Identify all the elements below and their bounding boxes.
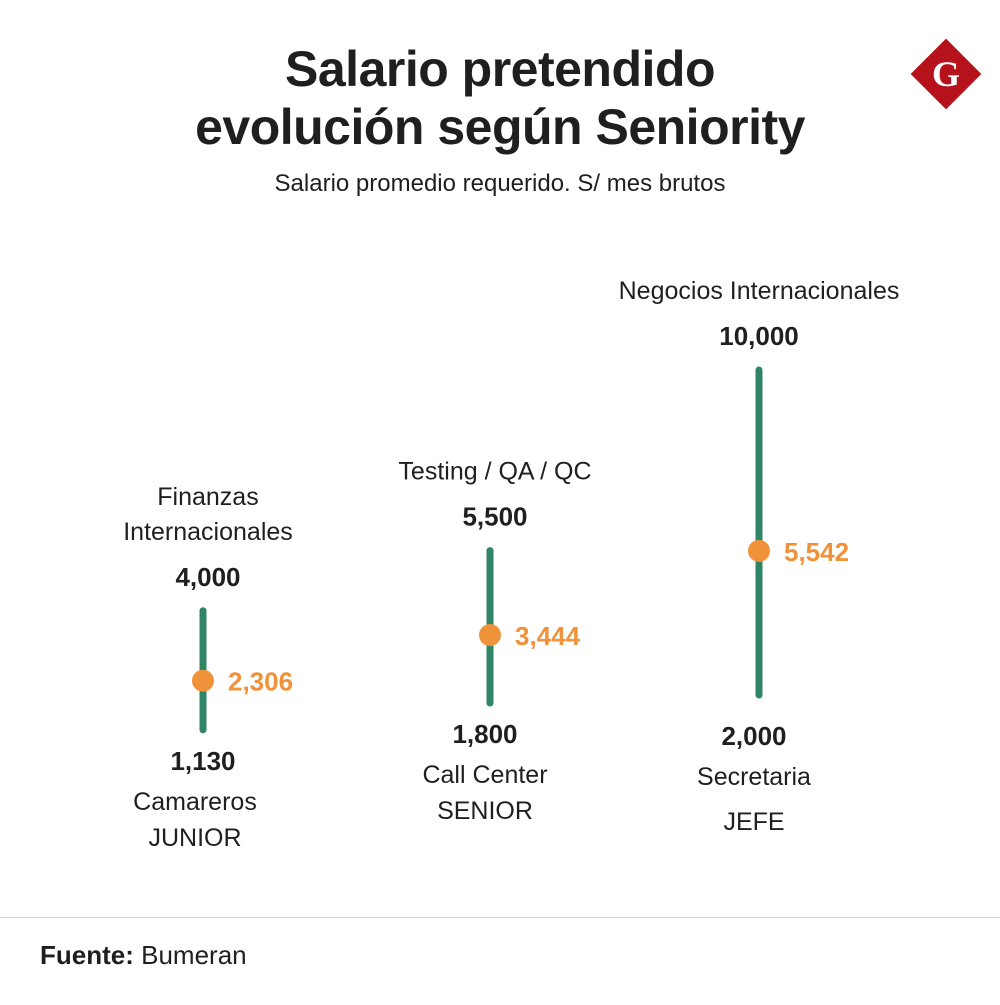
source-label: Fuente: (40, 940, 134, 970)
max-job-label: Testing / QA / QC (398, 458, 591, 486)
average-point-jefe (748, 540, 770, 562)
average-label: 5,542 (784, 537, 849, 567)
average-label: 2,306 (228, 667, 293, 697)
max-value-label: 4,000 (175, 562, 240, 592)
min-job-label: Camareros (133, 788, 257, 816)
average-label: 3,444 (515, 621, 581, 651)
source-value: Bumeran (141, 940, 247, 970)
max-job-label: Finanzas (157, 483, 258, 511)
min-job-label: Call Center (422, 761, 547, 789)
level-label: SENIOR (437, 797, 533, 825)
min-job-label: Secretaria (697, 763, 811, 791)
level-label: JUNIOR (148, 824, 241, 852)
min-value-label: 2,000 (721, 721, 786, 751)
max-job-label: Negocios Internacionales (619, 277, 900, 305)
max-value-label: 5,500 (462, 502, 527, 532)
max-value-label: 10,000 (719, 321, 799, 351)
max-job-label: Internacionales (123, 518, 293, 546)
level-label: JEFE (723, 808, 784, 836)
min-value-label: 1,800 (452, 719, 517, 749)
footer-divider (0, 917, 1000, 918)
source-note: Fuente: Bumeran (40, 940, 247, 971)
range-chart: 2,306 4,000 Finanzas Internacionales 1,130 Ca… (0, 0, 1000, 905)
min-value-label: 1,130 (170, 746, 235, 776)
average-point-junior (192, 670, 214, 692)
average-point-senior (479, 624, 501, 646)
